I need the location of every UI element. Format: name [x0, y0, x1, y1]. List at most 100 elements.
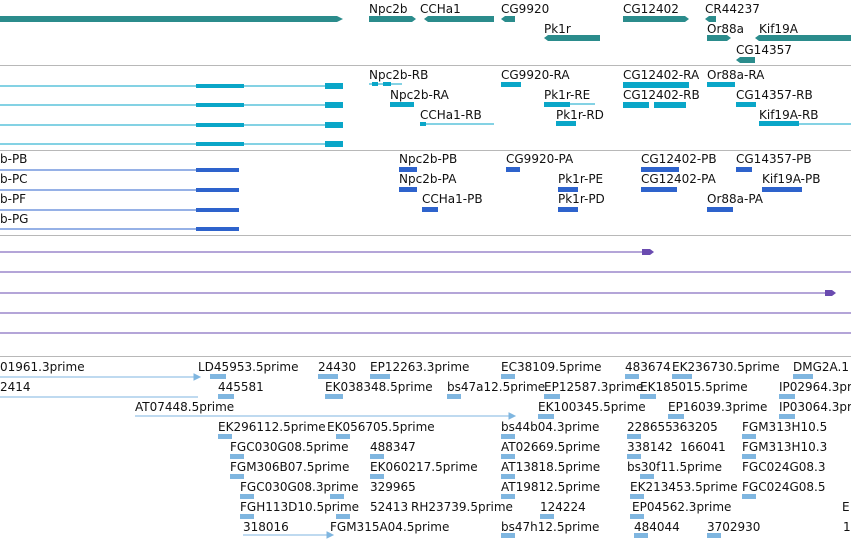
- est-label[interactable]: bs44b04.3prime: [501, 420, 600, 434]
- gene-feature[interactable]: [369, 16, 416, 22]
- est-label[interactable]: LD45953.5prime: [198, 360, 299, 374]
- est-label[interactable]: 01961.3prime: [0, 360, 85, 374]
- est-label[interactable]: EK296112.5prime: [218, 420, 326, 434]
- est-label[interactable]: 124224: [540, 500, 586, 514]
- est-label[interactable]: EP12587.3prime: [544, 380, 644, 394]
- est-label[interactable]: 228655: [627, 420, 673, 434]
- alignment-feature[interactable]: [642, 249, 654, 255]
- est-label[interactable]: 3702930: [707, 520, 761, 534]
- protein-label[interactable]: b-PF: [0, 192, 27, 206]
- est-label[interactable]: E: [842, 500, 850, 514]
- est-label[interactable]: RH23739.5prime: [411, 500, 513, 514]
- protein-label[interactable]: b-PB: [0, 152, 28, 166]
- est-label[interactable]: 52413: [370, 500, 409, 514]
- transcript-label[interactable]: Pk1r-RE: [544, 88, 591, 102]
- est-label[interactable]: FGM315A04.5prime: [330, 520, 450, 534]
- est-label[interactable]: 484044: [634, 520, 680, 534]
- transcript-label[interactable]: Kif19A-RB: [759, 108, 819, 122]
- transcript-label[interactable]: Pk1r-RD: [556, 108, 604, 122]
- est-label[interactable]: 166041: [680, 440, 726, 454]
- est-label[interactable]: FGC030G08.5prime: [230, 440, 349, 454]
- est-label[interactable]: FGC024G08.3: [742, 460, 826, 474]
- est-label[interactable]: EK060217.5prime: [370, 460, 478, 474]
- gene-feature[interactable]: [755, 35, 851, 41]
- transcript-label[interactable]: Npc2b-RB: [369, 68, 429, 82]
- est-label[interactable]: DMG2A.1: [793, 360, 849, 374]
- gene-feature[interactable]: [0, 16, 343, 22]
- protein-label[interactable]: CG12402-PA: [641, 172, 716, 186]
- transcript-label[interactable]: Npc2b-RA: [390, 88, 449, 102]
- est-label[interactable]: 363205: [672, 420, 718, 434]
- transcript-label[interactable]: Or88a-RA: [707, 68, 765, 82]
- est-label[interactable]: EP12263.3prime: [370, 360, 470, 374]
- protein-label[interactable]: Pk1r-PD: [558, 192, 605, 206]
- protein-label[interactable]: CCHa1-PB: [422, 192, 483, 206]
- gene-label[interactable]: CG9920: [501, 2, 550, 16]
- est-label[interactable]: AT02669.5prime: [501, 440, 601, 454]
- transcript-label[interactable]: CG9920-RA: [501, 68, 570, 82]
- gene-feature[interactable]: [707, 35, 731, 41]
- est-label[interactable]: EK185015.5prime: [640, 380, 748, 394]
- transcript-label[interactable]: CG12402-RB: [623, 88, 700, 102]
- est-label[interactable]: FGM313H10.3: [742, 440, 828, 454]
- est-label[interactable]: bs30f11.5prime: [627, 460, 723, 474]
- gene-label[interactable]: CCHa1: [420, 2, 461, 16]
- est-label[interactable]: 2414: [0, 380, 31, 394]
- est-label[interactable]: bs47a12.5prime: [447, 380, 546, 394]
- est-label[interactable]: 488347: [370, 440, 416, 454]
- gene-feature[interactable]: [544, 35, 600, 41]
- gene-label[interactable]: CR44237: [705, 2, 760, 16]
- est-label[interactable]: AT19812.5prime: [501, 480, 601, 494]
- est-label[interactable]: 1: [843, 520, 851, 534]
- protein-label[interactable]: b-PG: [0, 212, 29, 226]
- protein-label[interactable]: CG9920-PA: [506, 152, 574, 166]
- est-label[interactable]: 24430: [318, 360, 357, 374]
- est-label[interactable]: AT07448.5prime: [135, 400, 235, 414]
- est-label[interactable]: EP04562.3prime: [632, 500, 732, 514]
- est-label[interactable]: 338142: [627, 440, 673, 454]
- gene-feature[interactable]: [736, 57, 755, 63]
- est-label[interactable]: 329965: [370, 480, 416, 494]
- transcript-label[interactable]: CG14357-RB: [736, 88, 813, 102]
- est-label[interactable]: EC38109.5prime: [501, 360, 602, 374]
- est-label[interactable]: EK213453.5prime: [630, 480, 738, 494]
- est-label[interactable]: IP02964.3pr: [779, 380, 851, 394]
- est-label[interactable]: AT13818.5prime: [501, 460, 601, 474]
- est-label[interactable]: 445581: [218, 380, 264, 394]
- alignment-feature[interactable]: [825, 290, 836, 296]
- est-label[interactable]: FGC024G08.5: [742, 480, 826, 494]
- protein-label[interactable]: Or88a-PA: [707, 192, 764, 206]
- est-label[interactable]: FGC030G08.3prime: [240, 480, 359, 494]
- transcript-label[interactable]: CG12402-RA: [623, 68, 700, 82]
- gene-label[interactable]: CG14357: [736, 43, 792, 57]
- protein-label[interactable]: Kif19A-PB: [762, 172, 821, 186]
- est-label[interactable]: EK100345.5prime: [538, 400, 646, 414]
- est-label[interactable]: IP03064.3pr: [779, 400, 851, 414]
- est-label[interactable]: EK056705.5prime: [327, 420, 435, 434]
- gene-feature[interactable]: [623, 16, 689, 22]
- gene-feature[interactable]: [705, 16, 716, 22]
- est-label[interactable]: FGH113D10.5prime: [240, 500, 360, 514]
- gene-label[interactable]: Kif19A: [759, 22, 798, 36]
- est-label[interactable]: EP16039.3prime: [668, 400, 768, 414]
- protein-label[interactable]: b-PC: [0, 172, 28, 186]
- protein-label[interactable]: Pk1r-PE: [558, 172, 604, 186]
- est-label[interactable]: FGM306B07.5prime: [230, 460, 350, 474]
- protein-label[interactable]: Npc2b-PA: [399, 172, 457, 186]
- gene-feature[interactable]: [424, 16, 494, 22]
- est-label[interactable]: EK038348.5prime: [325, 380, 433, 394]
- est-label[interactable]: 483674: [625, 360, 671, 374]
- gene-label[interactable]: Npc2b: [369, 2, 408, 16]
- protein-label[interactable]: CG14357-PB: [736, 152, 812, 166]
- gene-label[interactable]: CG12402: [623, 2, 679, 16]
- protein-label[interactable]: Npc2b-PB: [399, 152, 458, 166]
- est-label[interactable]: EK236730.5prime: [672, 360, 780, 374]
- est-label[interactable]: FGM313H10.5: [742, 420, 828, 434]
- transcript-label[interactable]: CCHa1-RB: [420, 108, 482, 122]
- gene-feature[interactable]: [501, 16, 515, 22]
- est-label[interactable]: bs47h12.5prime: [501, 520, 600, 534]
- protein-label[interactable]: CG12402-PB: [641, 152, 717, 166]
- gene-label[interactable]: Pk1r: [544, 22, 571, 36]
- est-label[interactable]: 318016: [243, 520, 289, 534]
